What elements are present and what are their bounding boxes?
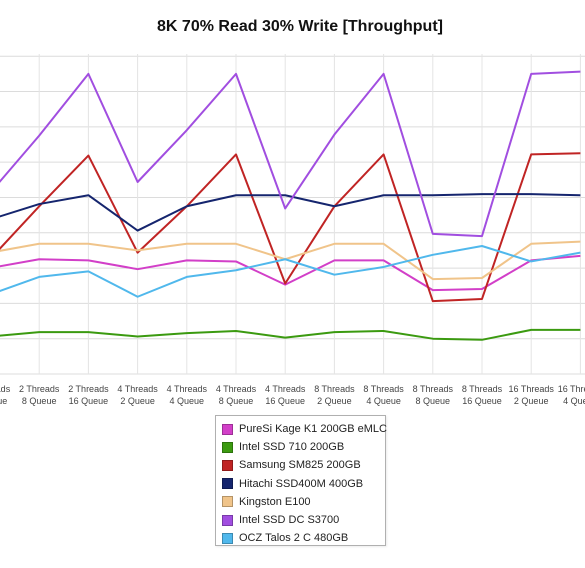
x-tick-label: 4 Threads 16 Queue — [265, 384, 306, 406]
legend-label: Intel SSD DC S3700 — [239, 514, 340, 527]
legend-swatch — [222, 514, 233, 526]
legend-label: OCZ Talos 2 C 480GB — [239, 532, 349, 545]
legend-item: Hitachi SSD400M 400GB — [222, 475, 385, 493]
x-tick-label: 8 Threads 2 Queue — [314, 384, 355, 406]
legend-label: Kingston E100 — [239, 495, 311, 508]
legend-item: Kingston E100 — [222, 493, 385, 511]
legend-swatch — [222, 532, 233, 544]
x-tick-label: 16 Threads 2 Queue — [509, 384, 555, 406]
x-tick-label: 2 Threads 8 Queue — [19, 384, 60, 406]
legend-swatch — [222, 459, 233, 471]
x-tick-label: 8 Threads 8 Queue — [413, 384, 454, 406]
legend-swatch — [222, 496, 233, 508]
x-tick-label: 4 Threads 2 Queue — [117, 384, 158, 406]
legend-label: Hitachi SSD400M 400GB — [239, 477, 364, 490]
series-line — [0, 70, 581, 238]
legend-label: Intel SSD 710 200GB — [239, 441, 345, 454]
legend-label: PureSi Kage K1 200GB eMLC — [239, 423, 387, 436]
series-line — [0, 254, 581, 292]
legend-swatch — [222, 441, 233, 453]
legend-item: Intel SSD DC S3700 — [222, 511, 385, 529]
x-tick-label: 8 Threads 4 Queue — [363, 384, 404, 406]
series-line — [0, 245, 581, 298]
legend-item: PureSi Kage K1 200GB eMLC — [222, 420, 387, 438]
x-tick-label: 8 Threads 16 Queue — [462, 384, 503, 406]
legend-swatch — [222, 423, 233, 435]
series-line — [0, 328, 581, 341]
legend-item: Intel SSD 710 200GB — [222, 438, 385, 456]
legend-item: OCZ Talos 2 C 480GB — [222, 529, 385, 547]
series-line — [0, 193, 581, 232]
legend-swatch — [222, 478, 233, 490]
series-line — [0, 152, 581, 303]
chart-legend: PureSi Kage K1 200GB eMLC Intel SSD 710 2… — [215, 415, 387, 547]
legend-label: Samsung SM825 200GB — [239, 459, 361, 472]
legend-item: Samsung SM825 200GB — [222, 456, 385, 474]
x-tick-label: 4 Threads 8 Queue — [216, 384, 257, 406]
x-tick-label: 2 Threads 16 Queue — [68, 384, 109, 406]
x-tick-label: 4 Threads 4 Queue — [167, 384, 208, 406]
chart-title: 8K 70% Read 30% Write [Throughput] — [157, 18, 443, 35]
